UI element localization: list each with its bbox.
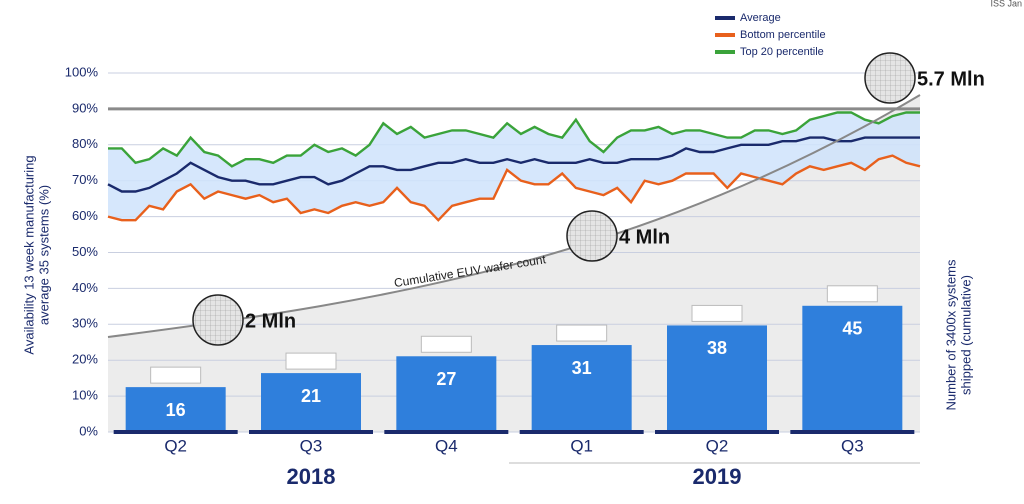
bar <box>261 373 361 432</box>
y-tick-label: 0% <box>79 423 98 438</box>
annotation: 4 Mln <box>619 226 670 248</box>
bar <box>396 356 497 432</box>
wafer-icon <box>192 294 244 346</box>
system-icon <box>420 335 472 353</box>
y-axis-title: average 35 systems (%) <box>36 185 51 325</box>
annotation: 5.7 Mln <box>917 68 985 90</box>
x-tick-label: Q1 <box>570 436 593 455</box>
x-tick-label: Q4 <box>435 436 458 455</box>
y-tick-label: 50% <box>72 244 98 259</box>
wafer-icon <box>864 52 916 104</box>
y-tick-label: 70% <box>72 172 98 187</box>
bar-value-label: 31 <box>572 358 592 378</box>
year-label: 2018 <box>287 464 336 489</box>
bar <box>531 345 632 432</box>
y-axis-title: Availability 13 week manufacturing <box>21 155 36 354</box>
y-tick-label: 90% <box>72 100 98 115</box>
y-tick-label: 40% <box>72 280 98 295</box>
year-label: 2019 <box>693 464 742 489</box>
legend-label: Top 20 percentile <box>740 46 824 58</box>
system-icon <box>691 304 743 322</box>
series-line <box>108 111 920 168</box>
bar-value-label: 27 <box>436 369 456 389</box>
bar-value-label: 16 <box>166 400 186 420</box>
percentile-band <box>108 112 920 221</box>
bar-value-label: 21 <box>301 386 321 406</box>
y-tick-label: 80% <box>72 136 98 151</box>
legend-label: Average <box>740 12 781 24</box>
legend-label: Bottom percentile <box>740 29 826 41</box>
y-tick-label: 60% <box>72 208 98 223</box>
system-icon <box>556 324 608 342</box>
bar <box>667 325 767 432</box>
x-tick-label: Q3 <box>841 436 864 455</box>
corner-text: ISS Jan <box>990 0 1022 8</box>
system-icon <box>150 366 202 384</box>
bar-value-label: 38 <box>707 338 727 358</box>
bar-value-label: 45 <box>842 319 862 339</box>
y2-axis-title: shipped (cumulative) <box>958 275 973 395</box>
y-tick-label: 100% <box>65 64 99 79</box>
wafer-icon <box>566 210 618 262</box>
bar <box>802 305 903 432</box>
x-tick-label: Q3 <box>300 436 323 455</box>
system-icon <box>285 352 337 370</box>
series-line <box>107 154 921 222</box>
x-tick-label: Q2 <box>164 436 187 455</box>
y-tick-label: 20% <box>72 352 98 367</box>
y2-axis-title: Number of 3400x systems <box>943 259 958 411</box>
annotation: 2 Mln <box>245 310 296 332</box>
bar <box>125 387 226 432</box>
x-tick-label: Q2 <box>706 436 729 455</box>
y-tick-label: 30% <box>72 316 98 331</box>
y-tick-label: 10% <box>72 388 98 403</box>
series-line <box>107 136 920 193</box>
system-icon <box>826 285 878 303</box>
